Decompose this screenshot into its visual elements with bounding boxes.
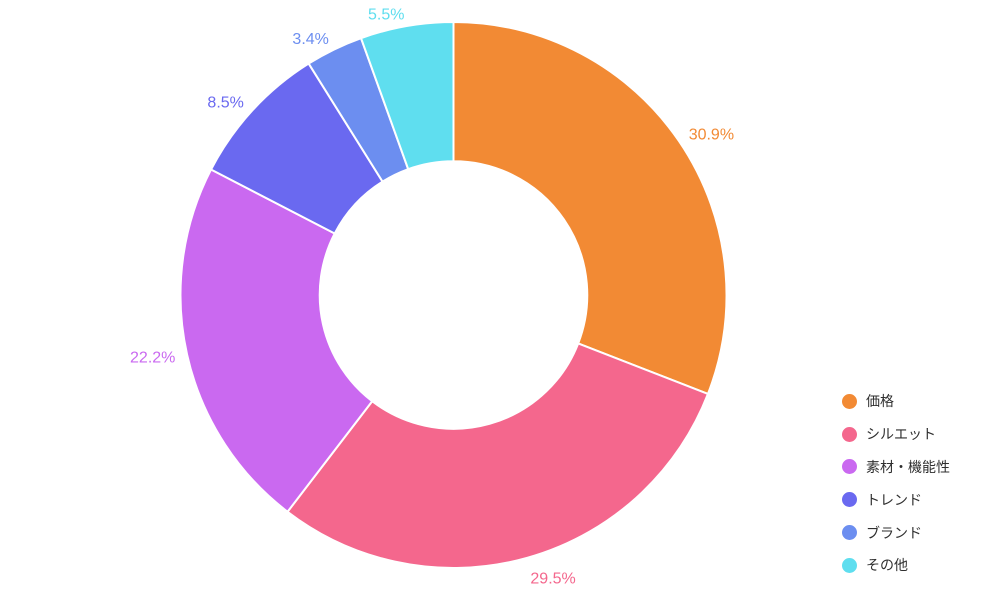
legend-label: 価格 (866, 393, 894, 410)
pie-slice-2[interactable] (179, 168, 374, 513)
slice-percent-label-2: 22.2% (130, 350, 175, 367)
legend-item-3[interactable]: トレンド (842, 483, 950, 516)
legend-swatch-icon (842, 492, 857, 508)
slice-percent-label-4: 3.4% (292, 31, 328, 48)
legend-swatch-icon (842, 459, 857, 475)
legend-label: シルエット (866, 426, 936, 443)
legend-swatch-icon (842, 426, 857, 442)
legend-item-5[interactable]: その他 (842, 549, 950, 582)
legend-swatch-icon (842, 525, 857, 541)
legend-label: 素材・機能性 (866, 458, 950, 475)
legend-swatch-icon (842, 393, 857, 409)
legend-item-0[interactable]: 価格 (842, 385, 950, 418)
pie-slice-5[interactable] (360, 21, 455, 171)
legend-item-1[interactable]: シルエット (842, 418, 950, 451)
slice-percent-label-0: 30.9% (689, 127, 734, 144)
legend-label: その他 (866, 557, 908, 574)
pie-slice-1[interactable] (286, 342, 709, 569)
legend-item-2[interactable]: 素材・機能性 (842, 451, 950, 484)
slice-percent-label-5: 5.5% (368, 7, 404, 24)
legend-swatch-icon (842, 557, 857, 573)
slice-percent-label-1: 29.5% (530, 570, 575, 587)
legend-label: トレンド (866, 491, 922, 508)
legend: 価格シルエット素材・機能性 トレンドブランドその他 (842, 385, 950, 582)
slice-percent-label-3: 8.5% (207, 94, 243, 111)
pie-slice-0[interactable] (452, 21, 728, 395)
legend-item-4[interactable]: ブランド (842, 516, 950, 549)
legend-label: ブランド (866, 524, 922, 541)
